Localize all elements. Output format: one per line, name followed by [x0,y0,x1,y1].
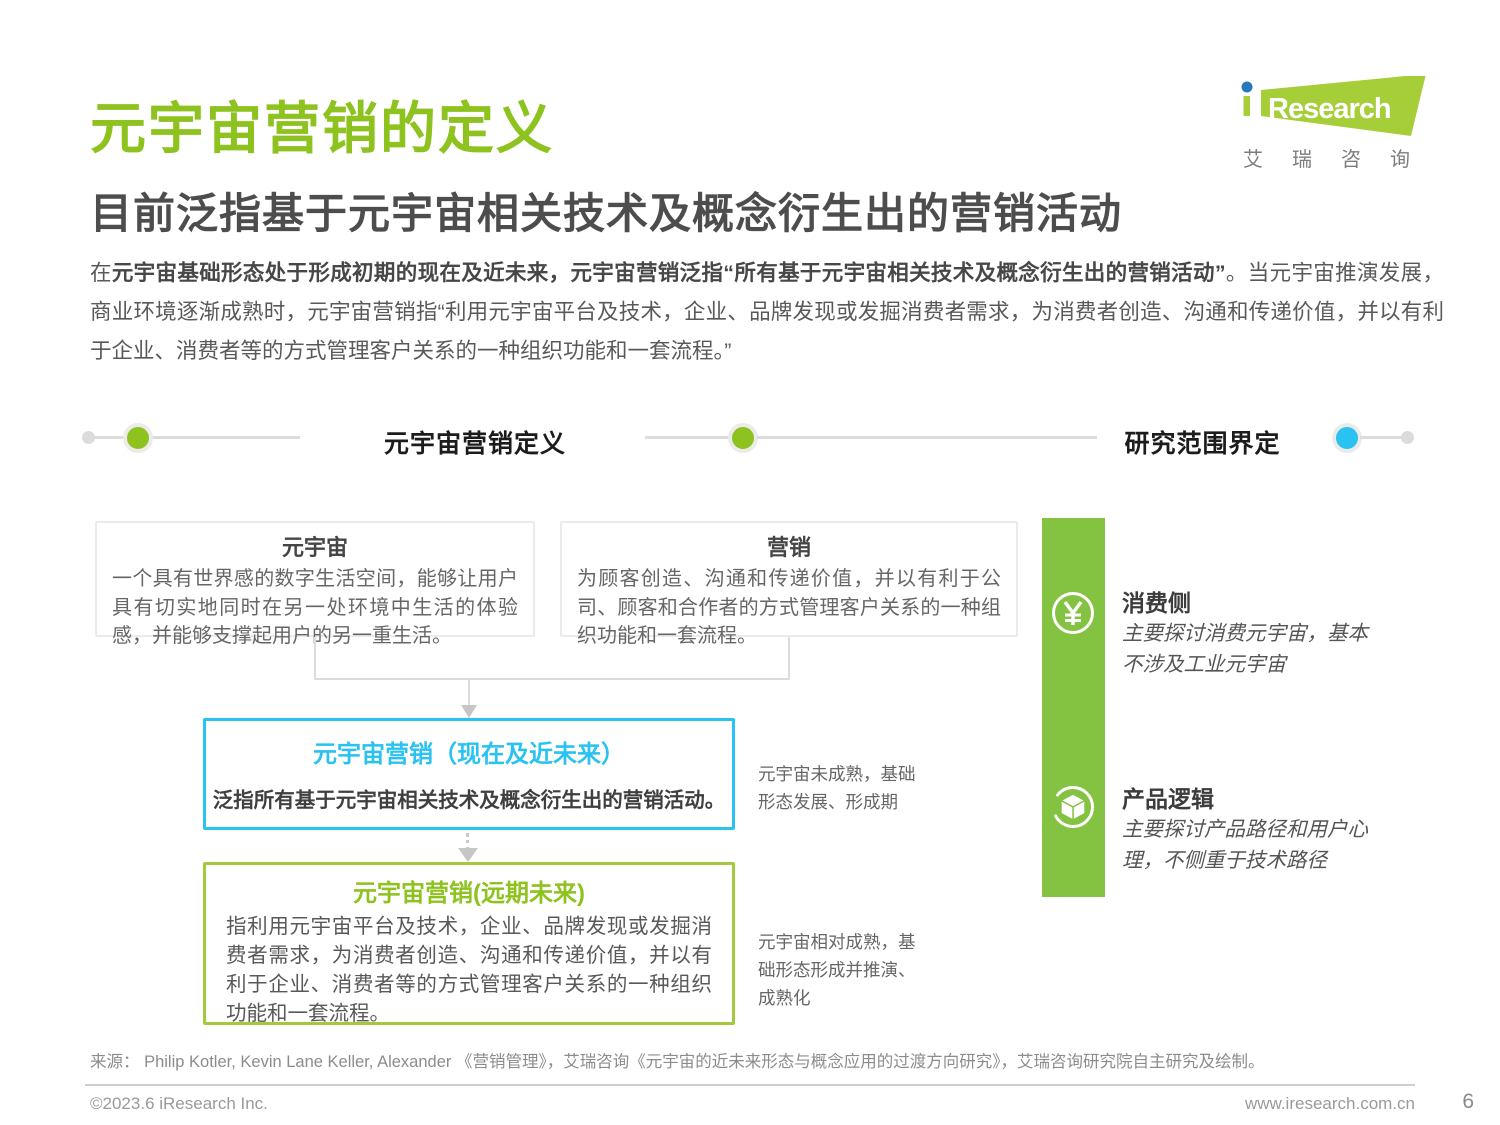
marketing-box-body: 为顾客创造、沟通和传递价值，并以有利于公司、顾客和合作者的方式管理客户关系的一种… [577,568,1001,647]
timeline-segment [1360,436,1408,439]
footer-copyright: ©2023.6 iResearch Inc. [90,1094,268,1113]
arrow-down-icon [461,705,477,718]
page-number: 6 [1462,1090,1474,1113]
timeline-label-scope: 研究范围界定 [1124,430,1281,458]
metaverse-box-body: 一个具有世界感的数字生活空间，能够让用户具有切实地同时在另一处环境中生活的体验感… [112,568,518,647]
scope-green-bar [1042,518,1105,897]
now-box-note: 元宇宙未成熟，基础形态发展、形成期 [758,764,916,812]
logo-green-shape [1261,74,1426,136]
footer-website: www.iresearch.com.cn [1244,1094,1415,1113]
metaverse-box-title: 元宇宙 [281,535,348,560]
scope-consumer-desc: 主要探讨消费元宇宙，基本不涉及工业元宇宙 [1122,622,1368,676]
metaverse-definition-box: 元宇宙 一个具有世界感的数字生活空间，能够让用户具有切实地同时在另一处环境中生活… [95,521,535,647]
arrow-down-icon [458,848,478,862]
logo-chinese-name: 艾瑞咨询 [1243,149,1439,171]
iresearch-logo-icon: Research [1241,74,1426,136]
timeline-label-definition: 元宇宙营销定义 [383,430,566,458]
connector-line [314,678,790,680]
source-note: 来源： Philip Kotler, Kevin Lane Keller, Al… [90,1053,1265,1071]
future-box-title: 元宇宙营销(远期未来) [353,880,585,907]
timeline-end-dot-right [1401,431,1414,444]
timeline-segment [88,436,300,439]
connector-line [788,637,790,679]
scope-product-desc: 主要探讨产品路径和用户心理，不侧重于技术路径 [1122,818,1368,872]
scope-consumer-title: 消费侧 [1122,590,1191,616]
marketing-definition-box: 营销 为顾客创造、沟通和传递价值，并以有利于公司、顾客和合作者的方式管理客户关系… [560,521,1018,647]
metaverse-marketing-now-box: 元宇宙营销（现在及近未来） 泛指所有基于元宇宙相关技术及概念衍生出的营销活动。 [203,718,735,830]
yuan-coin-icon [1050,590,1096,636]
cube-icon [1050,784,1096,830]
future-box-note: 元宇宙相对成熟，基础形态形成并推演、成熟化 [758,932,916,1008]
page-subtitle: 目前泛指基于元宇宙相关技术及概念衍生出的营销活动 [90,190,1123,237]
intro-lead: 在 [90,261,112,285]
connector-line [468,678,470,706]
timeline-green-dot-1 [123,423,153,453]
timeline-green-dot-2 [728,423,758,453]
connector-line [314,637,316,679]
scope-product-title: 产品逻辑 [1122,786,1214,812]
intro-emphasis: 元宇宙基础形态处于形成初期的现在及近未来，元宇宙营销泛指“所有基于元宇宙相关技术… [111,261,1226,285]
intro-period: 。 [1225,261,1248,285]
dotted-connector [466,833,469,851]
now-box-title: 元宇宙营销（现在及近未来） [313,741,625,768]
footer-divider [85,1084,1415,1086]
logo-brand-text: Research [1268,93,1391,125]
timeline-segment [645,436,735,439]
future-box-body: 指利用元宇宙平台及技术，企业、品牌发现或发掘消费者需求，为消费者创造、沟通和传递… [226,915,712,1025]
metaverse-marketing-future-box: 元宇宙营销(远期未来) 指利用元宇宙平台及技术，企业、品牌发现或发掘消费者需求，… [203,862,735,1025]
logo-i-stem [1243,96,1250,116]
iresearch-logo: Research [1238,74,1438,146]
timeline-cyan-dot [1332,423,1362,453]
logo-i-dot [1241,81,1253,93]
timeline-segment [757,436,1097,439]
page-title: 元宇宙营销的定义 [90,97,554,160]
intro-paragraph: 在元宇宙基础形态处于形成初期的现在及近未来，元宇宙营销泛指“所有基于元宇宙相关技… [90,254,1444,371]
now-box-body: 泛指所有基于元宇宙相关技术及概念衍生出的营销活动。 [212,789,726,812]
intro-body: 当元宇宙推演发展，商业环境逐渐成熟时，元宇宙营销指“利用元宇宙平台及技术，企业、… [90,261,1444,363]
marketing-box-title: 营销 [766,535,811,560]
